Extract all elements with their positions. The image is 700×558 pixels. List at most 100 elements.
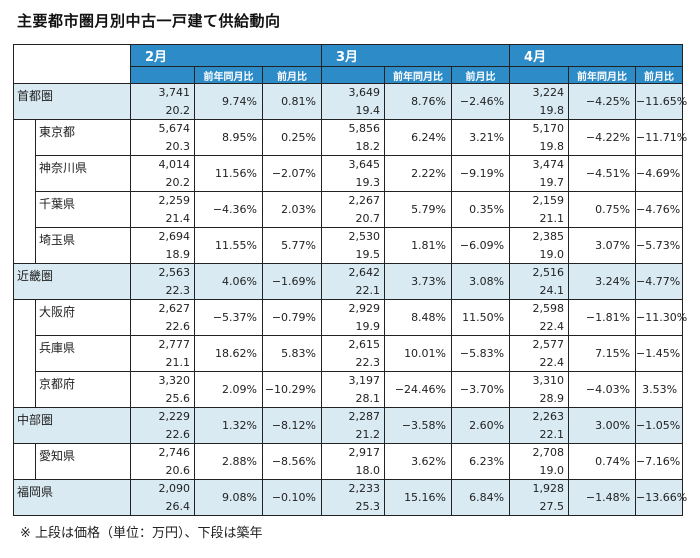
- age-value: 25.6: [130, 389, 195, 408]
- indent-cell: [13, 191, 36, 228]
- yoy-value: 9.74%: [194, 83, 263, 120]
- yoy-value: 11.55%: [194, 227, 263, 264]
- age-value: 19.8: [509, 137, 570, 156]
- age-value: 19.3: [321, 173, 386, 192]
- mom-value: −11.71%: [635, 119, 687, 156]
- age-value: 20.2: [130, 101, 195, 120]
- age-value: 22.3: [130, 281, 195, 300]
- age-value: 19.0: [509, 245, 570, 264]
- age-value: 24.1: [509, 281, 570, 300]
- mom-value: 2.60%: [451, 407, 511, 444]
- age-value: 20.3: [130, 137, 195, 156]
- mom-value: −2.07%: [261, 155, 323, 192]
- price-value: 2,642: [321, 263, 386, 282]
- month-header: 2月: [129, 44, 323, 67]
- mom-value: −11.65%: [635, 83, 687, 120]
- table-row: 中部圏 2,229 1.32% −8.12% 2,287 −3.58% 2.60% 2,263…: [13, 407, 684, 444]
- mom-value: −13.66%: [635, 479, 687, 516]
- table-row-age: 22.6 19.9 22.4: [14, 317, 683, 336]
- age-value: 26.4: [130, 497, 195, 516]
- yoy-value: 8.95%: [194, 119, 263, 156]
- month-header: 4月: [509, 44, 684, 67]
- price-value: 2,598: [509, 299, 570, 318]
- prefecture-name: 兵庫県: [35, 335, 131, 372]
- yoy-value: −1.81%: [568, 299, 637, 336]
- price-value: 5,856: [321, 119, 386, 138]
- yoy-value: −4.36%: [194, 191, 263, 228]
- price-value: 1,928: [509, 479, 570, 498]
- mom-value: −4.69%: [635, 155, 684, 192]
- mom-value: 5.77%: [261, 227, 323, 264]
- indent-cell: [13, 443, 36, 480]
- age-value: 18.2: [321, 137, 386, 156]
- table-row-age: 22.6 21.2 22.1: [14, 425, 683, 444]
- month-header: 3月: [321, 44, 511, 67]
- indent-cell: [13, 119, 36, 156]
- mom-value: 2.03%: [261, 191, 323, 228]
- mom-value: −10.29%: [261, 371, 323, 408]
- mom-value: −2.46%: [451, 83, 511, 120]
- prefecture-name: 神奈川県: [35, 155, 131, 192]
- yoy-value: 3.24%: [568, 263, 637, 300]
- table-row: 近畿圏 2,563 4.06% −1.69% 2,642 3.73% 3.08% 2,516 3…: [13, 263, 684, 300]
- age-value: 28.9: [509, 389, 570, 408]
- table-row-age: 25.6 28.1 28.9: [14, 389, 683, 408]
- prefecture-name: 大阪府: [35, 299, 131, 336]
- age-value: 18.0: [321, 461, 386, 480]
- yoy-value: 3.73%: [384, 263, 453, 300]
- mom-header: 前月比: [635, 66, 684, 84]
- mom-value: −1.69%: [261, 263, 323, 300]
- table-row-age: 21.1 22.3 22.4: [14, 353, 683, 372]
- table-row-age: 20.2 19.3 19.7: [14, 173, 683, 192]
- yoy-value: 3.62%: [384, 443, 453, 480]
- age-value: 22.4: [509, 317, 570, 336]
- yoy-value: 5.79%: [384, 191, 453, 228]
- price-value: 3,474: [509, 155, 570, 174]
- mom-value: −1.05%: [635, 407, 684, 444]
- price-value: 2,233: [321, 479, 386, 498]
- price-value: 2,615: [321, 335, 386, 354]
- yoy-value: −4.03%: [568, 371, 637, 408]
- yoy-value: 8.48%: [384, 299, 453, 336]
- yoy-value: 4.06%: [194, 263, 263, 300]
- table-row: 大阪府 2,627 −5.37% −0.79% 2,929 8.48% 11.50% 2,59…: [13, 299, 687, 336]
- yoy-header: 前年同月比: [194, 66, 263, 84]
- yoy-value: 8.76%: [384, 83, 453, 120]
- mom-value: −6.09%: [451, 227, 511, 264]
- yoy-value: 15.16%: [384, 479, 453, 516]
- yoy-value: 9.08%: [194, 479, 263, 516]
- indent-cell: [13, 155, 36, 192]
- price-value: 2,694: [130, 227, 195, 246]
- indent-cell: [13, 335, 36, 372]
- table-row-age: 21.4 20.7 21.1: [14, 209, 683, 228]
- age-value: 19.4: [321, 101, 386, 120]
- age-value: 20.7: [321, 209, 386, 228]
- mom-value: −5.83%: [451, 335, 511, 372]
- price-value: 2,516: [509, 263, 570, 282]
- yoy-value: 18.62%: [194, 335, 263, 372]
- table-row: 神奈川県 4,014 11.56% −2.07% 3,645 2.22% −9.19% 3,4…: [13, 155, 684, 192]
- mom-header: 前月比: [261, 66, 323, 84]
- yoy-value: −3.58%: [384, 407, 453, 444]
- age-value: 19.8: [509, 101, 570, 120]
- age-value: 21.1: [509, 209, 570, 228]
- age-value: 19.0: [509, 461, 570, 480]
- age-value: 21.4: [130, 209, 195, 228]
- yoy-value: 0.75%: [568, 191, 637, 228]
- footnote: ※ 上段は価格（単位：万円）、下段は築年: [20, 526, 263, 541]
- header-corner: [13, 44, 131, 84]
- table-row: 東京都 5,674 8.95% 0.25% 5,856 6.24% 3.21% 5,170 −4…: [13, 119, 687, 156]
- mom-value: −5.73%: [635, 227, 684, 264]
- indent-cell: [13, 299, 36, 336]
- region-name: 福岡県: [13, 479, 131, 516]
- price-value: 2,777: [130, 335, 195, 354]
- mom-value: 0.25%: [261, 119, 323, 156]
- age-value: 21.2: [321, 425, 386, 444]
- yoy-value: 3.00%: [568, 407, 637, 444]
- table-row: 京都府 3,320 2.09% −10.29% 3,197 −24.46% −3.70% 3,…: [13, 371, 684, 408]
- yoy-value: 1.81%: [384, 227, 453, 264]
- price-value: 2,267: [321, 191, 386, 210]
- price-value: 2,090: [130, 479, 195, 498]
- yoy-value: −24.46%: [384, 371, 453, 408]
- age-value: 19.9: [321, 317, 386, 336]
